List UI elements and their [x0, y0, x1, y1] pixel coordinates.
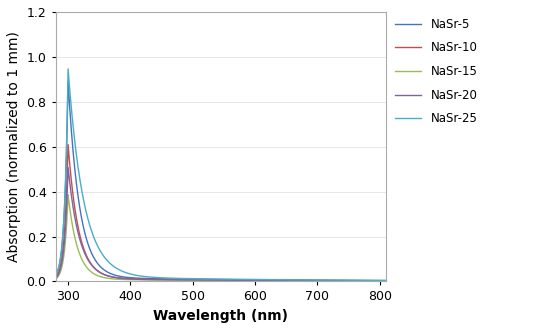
NaSr-10 [373, 279, 379, 283]
NaSr-5 [204, 278, 211, 281]
Y-axis label: Absorption (normalized to 1 mm): Absorption (normalized to 1 mm) [7, 31, 21, 262]
NaSr-25 [312, 278, 319, 282]
NaSr-20 [65, 165, 71, 169]
NaSr-10 [312, 279, 319, 282]
Legend: NaSr-5, NaSr-10, NaSr-15, NaSr-20, NaSr-25: NaSr-5, NaSr-10, NaSr-15, NaSr-20, NaSr-… [395, 18, 478, 125]
X-axis label: Wavelength (nm): Wavelength (nm) [153, 309, 288, 323]
NaSr-15 [373, 279, 379, 283]
NaSr-20 [383, 279, 389, 283]
NaSr-25 [383, 279, 389, 282]
Line: NaSr-25: NaSr-25 [56, 69, 386, 280]
NaSr-15 [383, 279, 389, 283]
NaSr-5 [312, 278, 319, 282]
NaSr-15 [213, 279, 220, 282]
Line: NaSr-15: NaSr-15 [56, 195, 386, 281]
NaSr-10 [204, 278, 211, 282]
NaSr-5 [213, 278, 220, 281]
NaSr-5 [373, 279, 379, 282]
NaSr-25 [373, 279, 379, 282]
NaSr-15 [69, 224, 76, 228]
NaSr-25 [69, 119, 76, 123]
Line: NaSr-5: NaSr-5 [56, 82, 386, 280]
NaSr-20 [53, 277, 59, 280]
NaSr-25 [373, 279, 379, 282]
NaSr-10 [65, 143, 71, 147]
NaSr-5 [69, 143, 76, 147]
NaSr-10 [383, 279, 389, 283]
NaSr-5 [53, 274, 59, 278]
NaSr-15 [373, 279, 379, 283]
NaSr-20 [373, 279, 379, 283]
NaSr-15 [312, 279, 319, 283]
NaSr-10 [53, 276, 59, 280]
Line: NaSr-10: NaSr-10 [56, 145, 386, 281]
NaSr-20 [373, 279, 379, 283]
NaSr-20 [312, 279, 319, 282]
NaSr-15 [65, 193, 71, 197]
NaSr-25 [213, 277, 220, 281]
NaSr-10 [69, 189, 76, 193]
NaSr-20 [213, 278, 220, 282]
NaSr-25 [65, 67, 71, 71]
NaSr-5 [65, 80, 71, 83]
NaSr-10 [373, 279, 379, 283]
Line: NaSr-20: NaSr-20 [56, 167, 386, 281]
NaSr-10 [213, 278, 220, 282]
NaSr-20 [69, 202, 76, 206]
NaSr-25 [204, 277, 211, 281]
NaSr-20 [204, 278, 211, 282]
NaSr-25 [53, 274, 59, 278]
NaSr-15 [53, 277, 59, 281]
NaSr-5 [373, 279, 379, 282]
NaSr-15 [204, 278, 211, 282]
NaSr-5 [383, 279, 389, 282]
